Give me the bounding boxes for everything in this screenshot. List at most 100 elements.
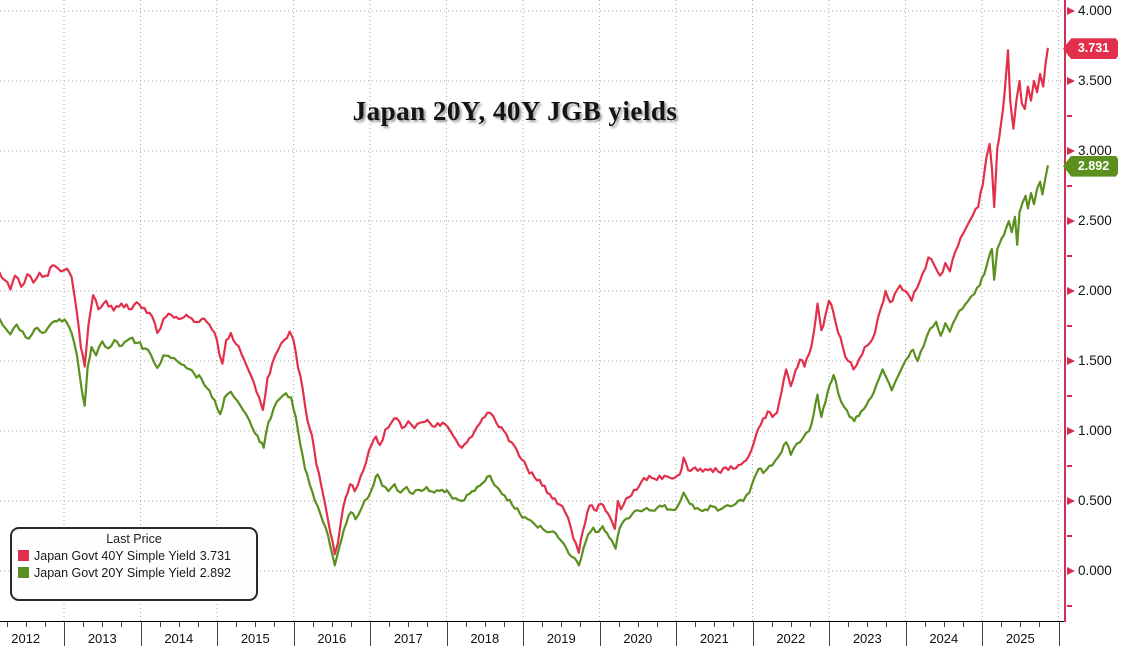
x-year-label: 2012 <box>11 631 41 646</box>
x-minor-tick <box>44 622 46 627</box>
x-year-label: 2013 <box>87 631 117 646</box>
y-tick-label: 1.500 <box>1078 353 1112 368</box>
x-minor-tick <box>809 622 811 627</box>
x-minor-tick <box>25 622 27 627</box>
y-tick-arrow-icon <box>1067 357 1075 365</box>
y-axis: 0.000 0.500 1.000 1.500 2.000 2.500 3.000 3.500… <box>1066 0 1123 654</box>
x-year-separator <box>676 622 677 646</box>
x-axis: 2012 2013 2014 2015 2016 2017 2018 2019 2020 2021… <box>0 622 1123 654</box>
x-year-separator <box>752 622 754 646</box>
x-minor-tick <box>197 622 199 627</box>
x-minor-tick <box>962 622 964 627</box>
x-minor-tick <box>943 622 945 627</box>
y-tick-label: 2.000 <box>1078 283 1112 298</box>
y-minor-tick <box>1067 605 1072 607</box>
y-tick-arrow-icon <box>1067 217 1075 225</box>
x-year-label: 2020 <box>623 631 653 646</box>
x-minor-tick <box>1001 622 1003 627</box>
x-year-label: 2018 <box>470 631 500 646</box>
x-minor-tick <box>714 622 716 627</box>
plot-canvas[interactable] <box>0 0 1066 622</box>
x-year-separator <box>293 622 295 646</box>
y-tick-arrow-icon <box>1067 77 1075 85</box>
x-year-label: 2025 <box>1005 631 1035 646</box>
tag-text-20y: 2.892 <box>1077 158 1110 173</box>
x-year-separator <box>1058 622 1060 646</box>
x-year-label: 2014 <box>164 631 194 646</box>
x-minor-tick <box>618 622 620 627</box>
x-minor-tick <box>867 622 869 627</box>
x-minor-tick <box>848 622 850 627</box>
y-tick-label: 2.500 <box>1078 213 1112 228</box>
legend-value-40y: 3.731 <box>199 548 231 563</box>
series-line-20y <box>0 165 1049 567</box>
x-minor-tick <box>389 622 391 627</box>
x-year-separator <box>599 622 601 646</box>
y-tick-arrow-icon <box>1067 427 1075 435</box>
legend-value-20y: 2.892 <box>199 565 231 580</box>
last-price-tag-40y: 3.731 <box>1063 38 1118 60</box>
x-minor-tick <box>924 622 926 627</box>
x-year-separator <box>523 622 524 646</box>
legend: Last Price Japan Govt 40Y Simple Yield 3… <box>10 527 258 601</box>
legend-label-20y: Japan Govt 20Y Simple Yield <box>34 565 196 580</box>
y-tick-arrow-icon <box>1067 497 1075 505</box>
x-minor-tick <box>1039 622 1041 627</box>
legend-label-40y: Japan Govt 40Y Simple Yield <box>34 548 196 563</box>
x-year-label: 2015 <box>240 631 270 646</box>
x-year-separator <box>140 622 142 646</box>
x-year-separator <box>64 622 65 646</box>
x-minor-tick <box>695 622 697 627</box>
x-minor-tick <box>733 622 735 627</box>
y-tick-label: 1.000 <box>1078 423 1112 438</box>
y-tick-arrow-icon <box>1067 7 1075 15</box>
x-minor-tick <box>790 622 792 627</box>
plot-area[interactable] <box>0 0 1066 622</box>
x-minor-tick <box>274 622 276 627</box>
x-minor-tick <box>102 622 104 627</box>
x-minor-tick <box>408 622 410 627</box>
legend-item-40y[interactable]: Japan Govt 40Y Simple Yield 3.731 <box>18 547 250 564</box>
x-minor-tick <box>83 622 85 627</box>
x-minor-tick <box>886 622 888 627</box>
legend-swatch-20y-icon <box>18 567 29 578</box>
x-year-label: 2021 <box>699 631 729 646</box>
x-minor-tick <box>350 622 352 627</box>
y-tick-arrow-icon <box>1067 287 1075 295</box>
x-minor-tick <box>580 622 582 627</box>
y-tick-arrow-icon <box>1067 567 1075 575</box>
x-minor-tick <box>159 622 161 627</box>
y-minor-tick <box>1067 395 1072 397</box>
x-minor-tick <box>465 622 467 627</box>
y-minor-tick <box>1067 255 1072 257</box>
y-minor-tick <box>1067 325 1072 327</box>
x-year-separator <box>370 622 371 646</box>
y-tick-label: 0.000 <box>1078 563 1112 578</box>
x-minor-tick <box>178 622 180 627</box>
x-year-label: 2016 <box>317 631 347 646</box>
y-minor-tick <box>1067 465 1072 467</box>
x-year-label: 2024 <box>929 631 959 646</box>
x-minor-tick <box>484 622 486 627</box>
y-axis-line <box>1064 0 1066 622</box>
x-minor-tick <box>1020 622 1022 627</box>
x-minor-tick <box>771 622 773 627</box>
x-year-separator <box>217 622 218 646</box>
x-minor-tick <box>6 622 8 627</box>
x-minor-tick <box>331 622 333 627</box>
x-minor-tick <box>312 622 314 627</box>
x-minor-tick <box>561 622 563 627</box>
x-minor-tick <box>503 622 505 627</box>
legend-item-20y[interactable]: Japan Govt 20Y Simple Yield 2.892 <box>18 564 250 581</box>
y-minor-tick <box>1067 115 1072 117</box>
y-tick-label: 4.000 <box>1078 3 1112 18</box>
x-year-label: 2019 <box>546 631 576 646</box>
x-minor-tick <box>255 622 257 627</box>
y-tick-label: 3.500 <box>1078 73 1112 88</box>
x-minor-tick <box>637 622 639 627</box>
x-minor-tick <box>542 622 544 627</box>
x-year-label: 2017 <box>393 631 423 646</box>
series-line-40y <box>0 47 1049 556</box>
x-year-separator <box>982 622 983 646</box>
